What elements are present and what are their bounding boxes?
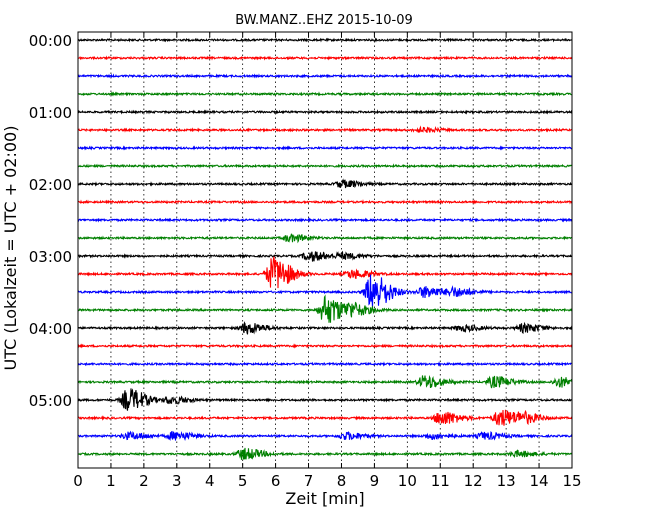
chart-title: BW.MANZ..EHZ 2015-10-09: [235, 13, 413, 28]
y-axis-label: UTC (Lokalzeit = UTC + 02:00): [1, 126, 20, 371]
x-tick-label: 9: [370, 472, 380, 490]
x-tick-label: 11: [431, 472, 450, 490]
seismic-trace: [77, 374, 573, 389]
axis-ticks: 0 1 2 3 4 5 6 7 8 9 10 11 12 13 14 1500:0001:0002:0003:…: [29, 32, 582, 490]
seismic-trace: [77, 361, 573, 367]
x-tick-label: 2: [139, 472, 149, 490]
x-tick-label: 0: [73, 472, 83, 490]
seismic-trace: [77, 409, 573, 426]
seismic-trace: [77, 37, 573, 43]
seismic-trace: [77, 447, 573, 460]
seismic-trace: [77, 250, 573, 262]
x-tick-label: 15: [562, 472, 581, 490]
x-tick-label: 13: [497, 472, 516, 490]
seismic-trace: [77, 430, 573, 441]
x-tick-label: 3: [172, 472, 182, 490]
x-tick-label: 7: [304, 472, 314, 490]
seismic-trace: [77, 217, 573, 223]
grid-lines: [110, 32, 540, 468]
x-axis-label: Zeit [min]: [285, 489, 364, 508]
x-tick-label: 6: [271, 472, 281, 490]
seismic-trace: [77, 163, 573, 169]
y-tick-label: 04:00: [29, 320, 72, 338]
seismic-trace: [77, 274, 573, 308]
seismic-trace: [77, 294, 573, 323]
seismic-trace: [77, 199, 573, 205]
seismic-traces: [77, 37, 573, 460]
seismic-trace: [77, 178, 573, 189]
seismic-trace: [77, 91, 573, 97]
x-tick-label: 8: [337, 472, 347, 490]
y-tick-label: 00:00: [29, 32, 72, 50]
y-tick-label: 05:00: [29, 392, 72, 410]
plot-frame: [77, 31, 573, 469]
x-tick-label: 10: [398, 472, 417, 490]
seismic-trace: [77, 388, 573, 411]
y-tick-label: 03:00: [29, 248, 72, 266]
seismic-trace: [77, 343, 573, 349]
x-tick-label: 4: [205, 472, 215, 490]
x-tick-label: 12: [464, 472, 483, 490]
seismic-trace: [77, 109, 573, 115]
seismic-trace: [77, 145, 573, 151]
y-tick-label: 01:00: [29, 104, 72, 122]
seismic-trace: [77, 73, 573, 79]
seismic-trace: [77, 321, 573, 335]
y-tick-label: 02:00: [29, 176, 72, 194]
seismic-trace: [77, 125, 573, 133]
seismic-trace: [77, 233, 573, 244]
seismic-trace: [77, 256, 573, 289]
x-tick-label: 5: [238, 472, 248, 490]
x-tick-label: 1: [106, 472, 116, 490]
seismic-trace: [77, 55, 573, 61]
x-tick-label: 14: [530, 472, 549, 490]
